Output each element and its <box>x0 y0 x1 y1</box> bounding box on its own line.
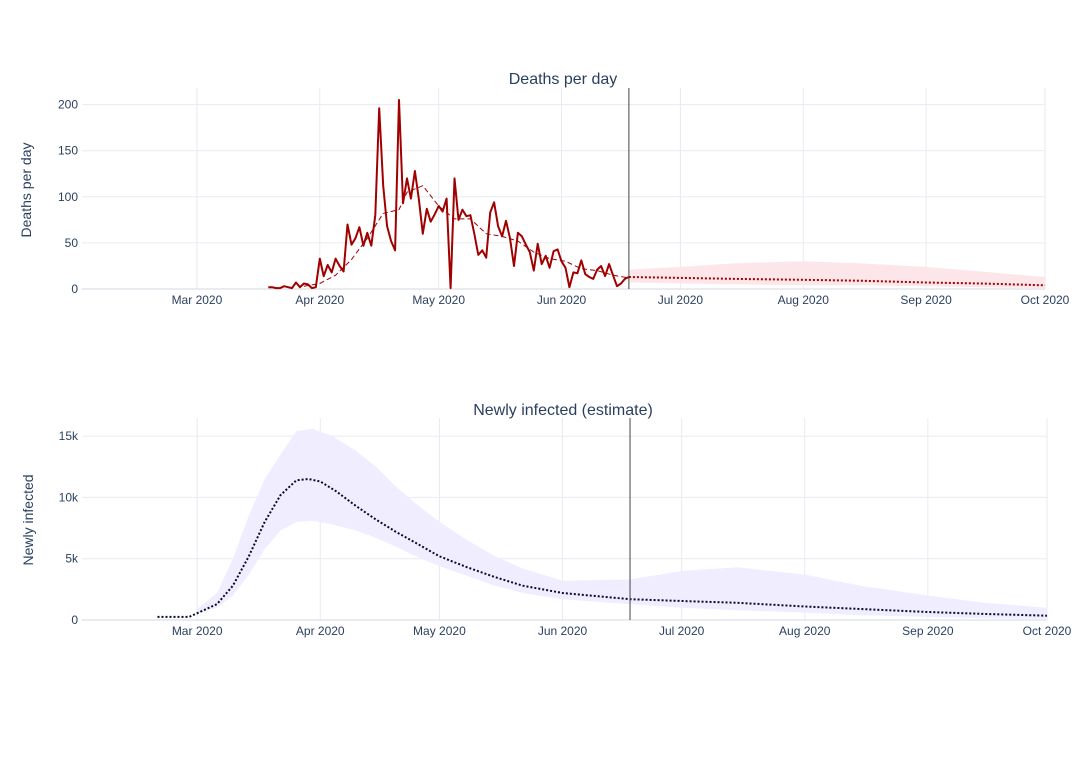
infected-y-tick-label: 0 <box>71 613 78 627</box>
deaths-x-tick-label: Jun 2020 <box>537 293 587 307</box>
infected-y-axis-label: Newly infected <box>20 474 36 565</box>
infected-chart-title: Newly infected (estimate) <box>473 402 653 419</box>
deaths-x-tick-label: Aug 2020 <box>778 293 830 307</box>
infected-y-tick-label: 5k <box>65 552 79 566</box>
deaths-per-day-chart: Deaths per day Deaths per day Mar 2020 Ap… <box>18 71 1070 307</box>
infected-x-tick-label: Apr 2020 <box>296 624 345 638</box>
deaths-y-tick-label: 100 <box>58 190 78 204</box>
infected-x-tick-label: Sep 2020 <box>902 624 954 638</box>
deaths-x-tick-label: May 2020 <box>412 293 465 307</box>
infected-x-tick-label: Jul 2020 <box>659 624 705 638</box>
infected-x-tick-label: Mar 2020 <box>172 624 223 638</box>
deaths-y-tick-label: 150 <box>58 144 78 158</box>
deaths-forecast-line <box>628 276 1046 287</box>
deaths-forecast-band <box>628 261 1045 289</box>
newly-infected-chart: Newly infected (estimate) Newly infected… <box>20 402 1072 638</box>
deaths-y-tick-label: 50 <box>65 236 79 250</box>
infected-x-tick-label: Aug 2020 <box>779 624 831 638</box>
deaths-chart-title: Deaths per day <box>509 71 618 88</box>
deaths-x-tick-label: Jul 2020 <box>658 293 704 307</box>
infected-confidence-band <box>197 428 1047 619</box>
deaths-x-tick-label: Oct 2020 <box>1021 293 1070 307</box>
deaths-x-tick-label: Sep 2020 <box>900 293 952 307</box>
infected-y-tick-label: 15k <box>59 429 79 443</box>
infected-y-tick-label: 10k <box>59 490 79 504</box>
deaths-y-tick-label: 200 <box>58 98 78 112</box>
deaths-y-axis-label: Deaths per day <box>18 143 34 238</box>
deaths-x-tick-label: Mar 2020 <box>172 293 223 307</box>
deaths-observed-line <box>268 99 630 290</box>
infected-x-tick-label: Jun 2020 <box>538 624 588 638</box>
infected-x-tick-label: Oct 2020 <box>1023 624 1072 638</box>
deaths-rolling-average-line <box>303 185 629 287</box>
deaths-x-tick-label: Apr 2020 <box>295 293 344 307</box>
infected-estimate-line <box>157 477 1048 618</box>
deaths-y-tick-label: 0 <box>71 282 78 296</box>
infected-x-tick-label: May 2020 <box>413 624 466 638</box>
